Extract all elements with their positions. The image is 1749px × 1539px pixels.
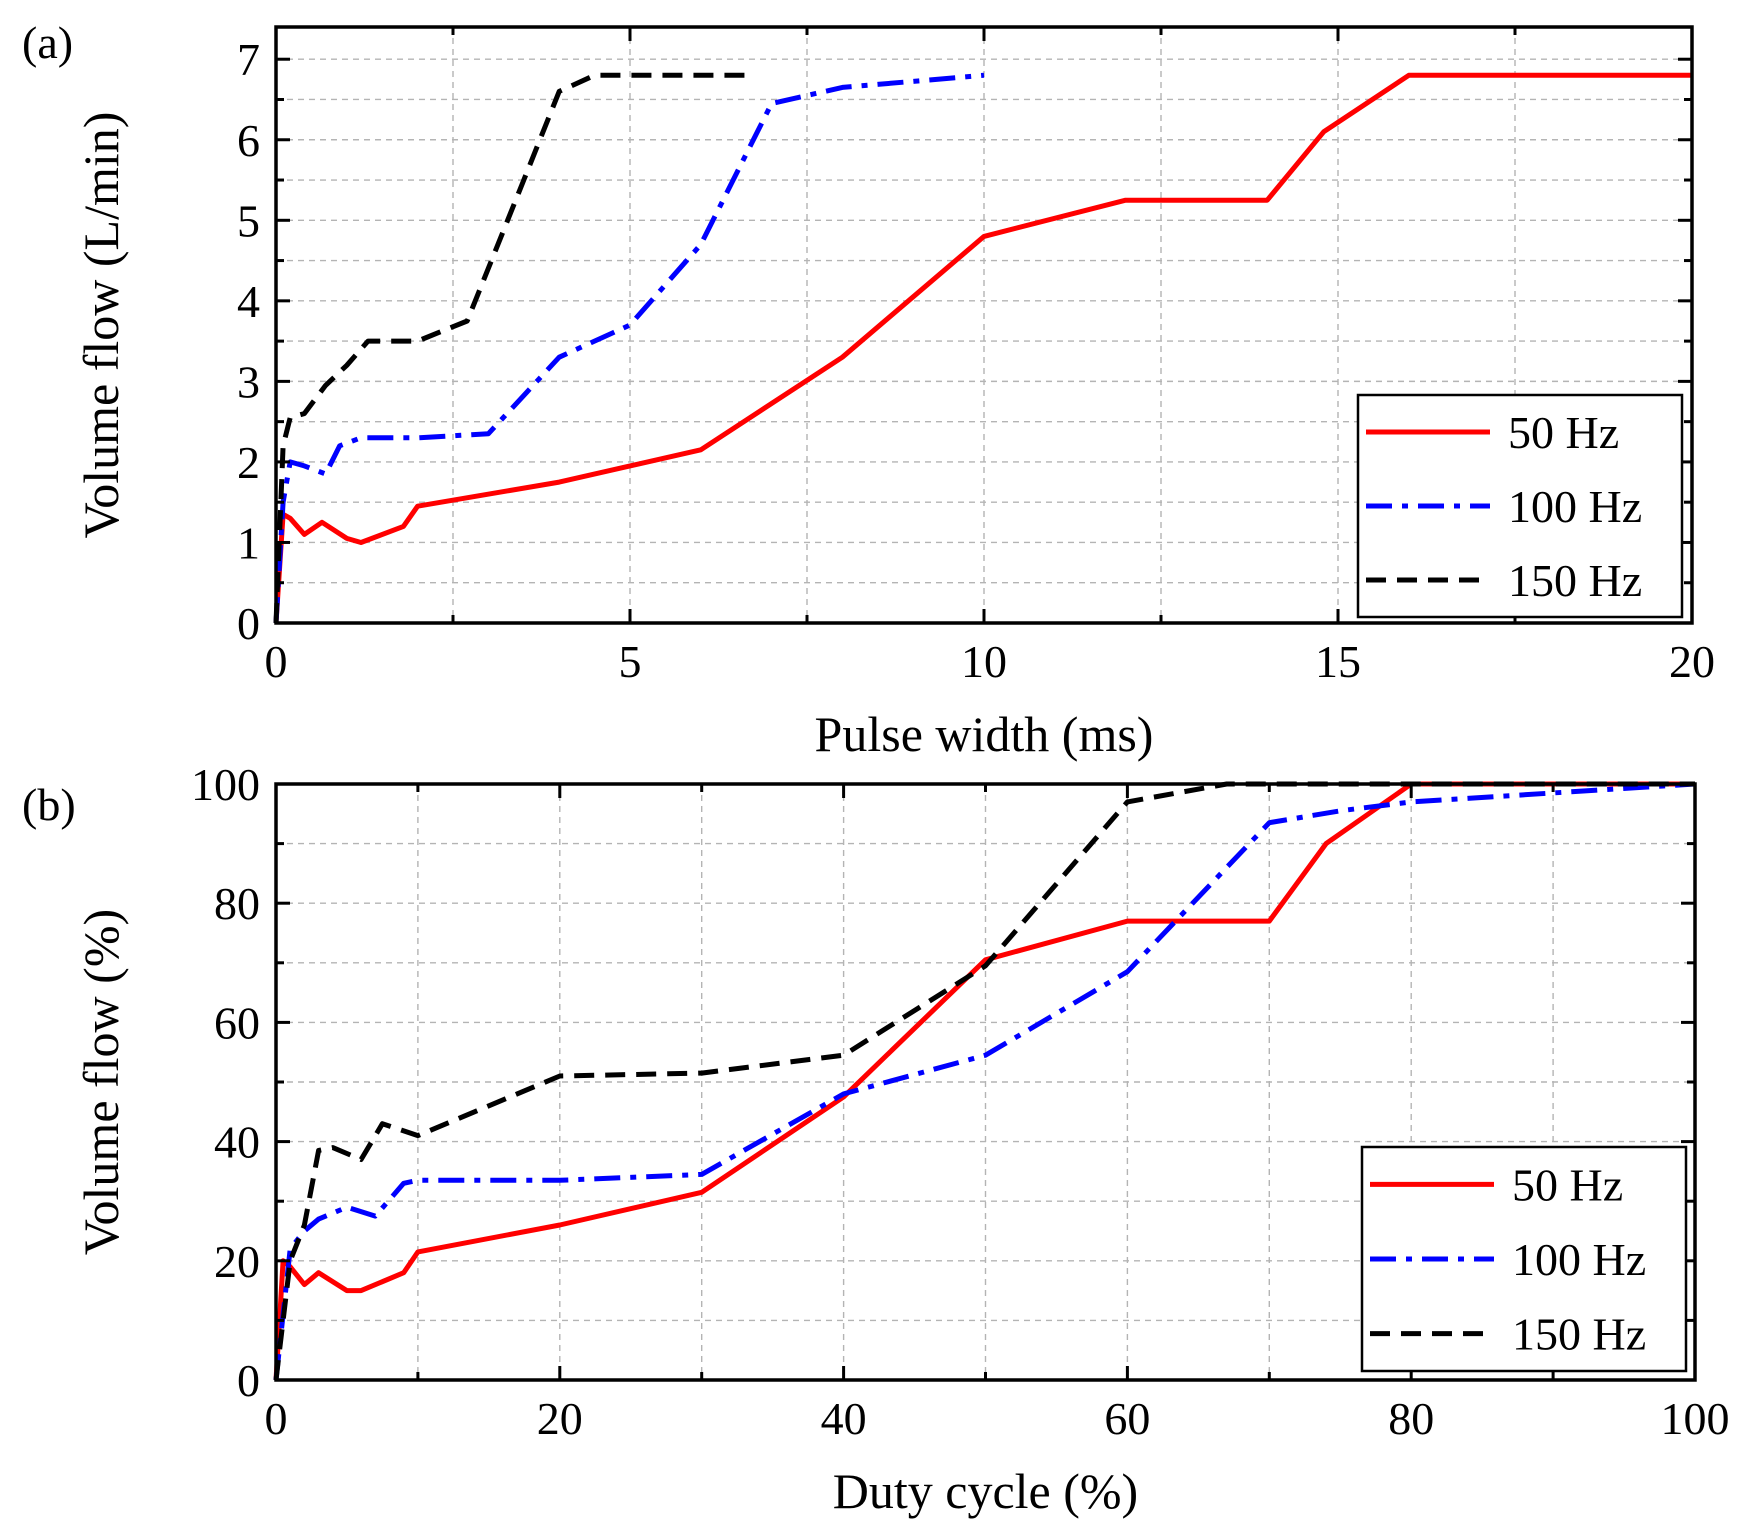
- y-tick-label: 2: [237, 437, 260, 488]
- x-tick-label: 80: [1388, 1393, 1434, 1444]
- series-line-150-hz: [273, 781, 1695, 1381]
- x-tick-label: 10: [961, 636, 1007, 687]
- legend-label: 50 Hz: [1508, 407, 1619, 458]
- x-tick-label: 40: [821, 1393, 867, 1444]
- series-line-100-hz: [273, 781, 1696, 1381]
- y-tick-label: 20: [214, 1236, 260, 1287]
- y-tick-label: 6: [237, 115, 260, 166]
- legend: 50 Hz 100 Hz 150 Hz: [1356, 393, 1684, 619]
- series-line-50-hz: [273, 72, 1692, 624]
- series-line-100-hz: [273, 72, 985, 624]
- y-tick-label: 0: [237, 1355, 260, 1406]
- legend-label: 50 Hz: [1512, 1159, 1623, 1210]
- y-tick-label: 80: [214, 878, 260, 929]
- legend-label: 100 Hz: [1508, 481, 1642, 532]
- y-tick-label: 7: [237, 34, 260, 85]
- y-tick-label: 0: [237, 598, 260, 649]
- y-tick-label: 100: [191, 759, 260, 810]
- y-tick-label: 40: [214, 1117, 260, 1168]
- chart-panel-a: 0 5 10 15 20 0 1 2 3 4 5 6 7 Pulse width (ms) Volume f…: [22, 17, 1715, 762]
- y-axis-label: Volume flow (L/min): [73, 112, 129, 539]
- legend-label: 150 Hz: [1512, 1309, 1646, 1360]
- x-tick-label: 20: [1669, 636, 1715, 687]
- panel-label: (b): [22, 779, 76, 830]
- x-tick-label: 0: [265, 636, 288, 687]
- legend-label: 100 Hz: [1512, 1234, 1646, 1285]
- legend: 50 Hz 100 Hz 150 Hz: [1360, 1145, 1688, 1373]
- panel-label: (a): [22, 17, 73, 68]
- y-tick-label: 5: [237, 195, 260, 246]
- x-axis-label: Duty cycle (%): [833, 1463, 1138, 1519]
- chart-panel-b: 0 20 40 60 80 100 0 20 40 60 80 100 Duty cycle (%) Vo…: [22, 759, 1730, 1519]
- series-line-50-hz: [273, 781, 1695, 1381]
- x-tick-label: 0: [265, 1393, 288, 1444]
- legend-label: 150 Hz: [1508, 555, 1642, 606]
- y-tick-label: 1: [237, 517, 260, 568]
- y-axis-label: Volume flow (%): [73, 909, 129, 1255]
- x-tick-label: 100: [1661, 1393, 1730, 1444]
- x-axis-label: Pulse width (ms): [815, 706, 1154, 762]
- y-tick-label: 4: [237, 276, 260, 327]
- x-tick-label: 60: [1104, 1393, 1150, 1444]
- x-tick-label: 20: [537, 1393, 583, 1444]
- series-line-150-hz: [273, 72, 751, 624]
- y-tick-label: 3: [237, 356, 260, 407]
- x-tick-label: 5: [619, 636, 642, 687]
- y-tick-label: 60: [214, 997, 260, 1048]
- x-tick-label: 15: [1315, 636, 1361, 687]
